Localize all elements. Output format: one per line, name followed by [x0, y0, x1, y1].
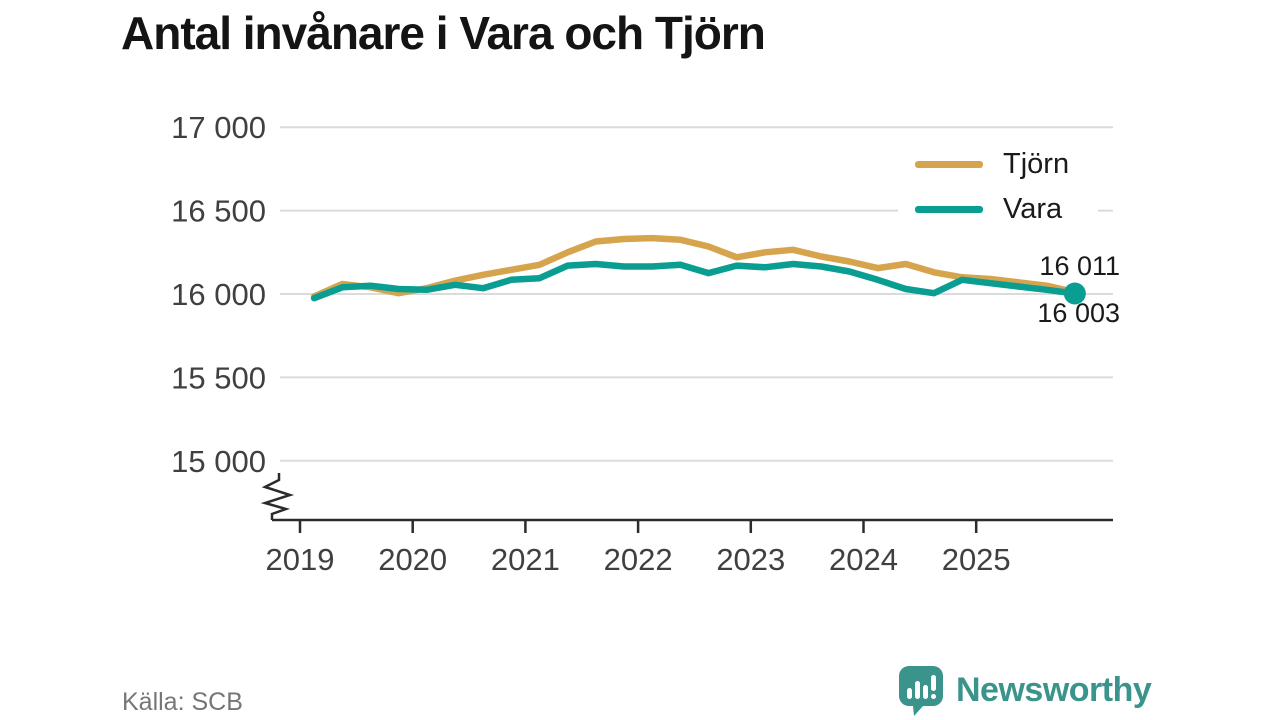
legend-label-tjorn: Tjörn	[1003, 148, 1070, 180]
legend-label-vara: Vara	[1003, 193, 1063, 225]
end-value-label-vara: 16 003	[1037, 298, 1120, 328]
y-tick-label: 15 500	[171, 360, 266, 395]
y-tick-label: 15 000	[171, 444, 266, 479]
x-tick-label: 2025	[942, 542, 1011, 577]
chart-legend: Tjörn Vara	[898, 142, 1098, 238]
legend-item-tjorn: Tjörn	[898, 145, 1098, 185]
legend-item-vara: Vara	[898, 190, 1098, 230]
chart-title: Antal invånare i Vara och Tjörn	[121, 7, 766, 59]
axis-break-icon	[260, 473, 295, 520]
x-tick-label: 2020	[378, 542, 447, 577]
end-value-label-tjorn: 16 011	[1039, 251, 1120, 281]
x-tick-label: 2022	[604, 542, 673, 577]
legend-swatch-tjorn	[915, 161, 983, 168]
x-tick-label: 2023	[716, 542, 785, 577]
y-tick-label: 16 000	[171, 277, 266, 312]
bar-chart-speech-bubble-icon	[899, 666, 943, 716]
newsworthy-branding: Newsworthy	[898, 665, 1152, 717]
source-note: Källa: SCB	[122, 688, 243, 716]
x-tick-label: 2019	[266, 542, 335, 577]
series-end-dot-vara	[1063, 282, 1086, 305]
x-tick-label: 2021	[491, 542, 560, 577]
legend-swatch-vara	[915, 206, 983, 213]
series-line-vara	[310, 260, 1079, 302]
brand-name: Newsworthy	[956, 671, 1152, 709]
x-tick-label: 2024	[829, 542, 898, 577]
y-tick-label: 17 000	[171, 110, 266, 145]
y-tick-label: 16 500	[171, 194, 266, 229]
